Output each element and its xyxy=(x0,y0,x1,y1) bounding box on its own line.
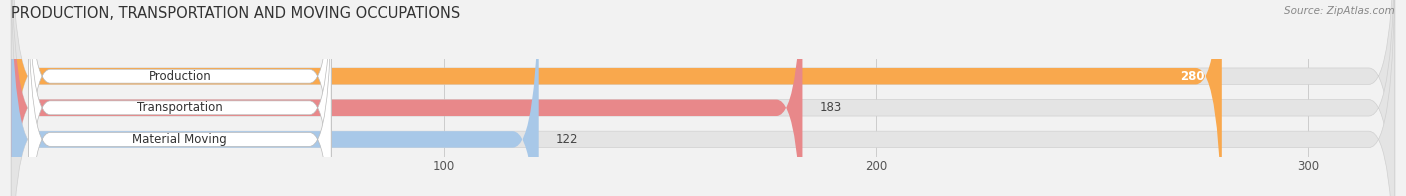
Text: Material Moving: Material Moving xyxy=(132,133,228,146)
FancyBboxPatch shape xyxy=(11,0,1222,196)
Text: Transportation: Transportation xyxy=(136,101,222,114)
Text: 183: 183 xyxy=(820,101,842,114)
FancyBboxPatch shape xyxy=(28,0,332,196)
FancyBboxPatch shape xyxy=(11,0,538,196)
Text: 122: 122 xyxy=(555,133,578,146)
Text: 280: 280 xyxy=(1180,70,1205,83)
Text: Source: ZipAtlas.com: Source: ZipAtlas.com xyxy=(1284,6,1395,16)
FancyBboxPatch shape xyxy=(11,0,1395,196)
FancyBboxPatch shape xyxy=(11,0,1395,196)
FancyBboxPatch shape xyxy=(11,0,1395,196)
Text: PRODUCTION, TRANSPORTATION AND MOVING OCCUPATIONS: PRODUCTION, TRANSPORTATION AND MOVING OC… xyxy=(11,6,461,21)
FancyBboxPatch shape xyxy=(28,0,332,196)
Text: Production: Production xyxy=(149,70,211,83)
FancyBboxPatch shape xyxy=(11,0,803,196)
FancyBboxPatch shape xyxy=(28,0,332,196)
